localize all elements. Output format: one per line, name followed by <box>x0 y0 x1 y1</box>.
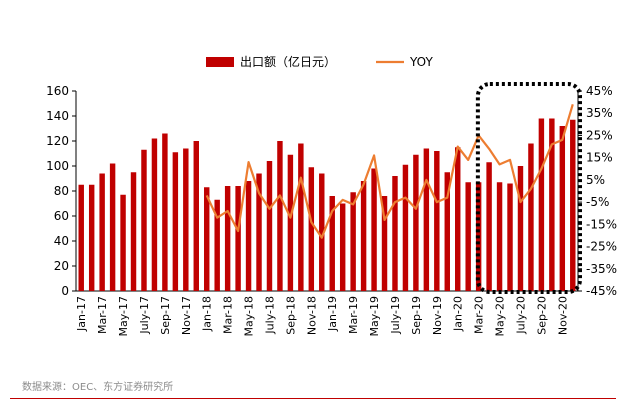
right-tick-label: -5% <box>586 195 609 209</box>
export-bar <box>224 186 231 291</box>
x-tick-label: Nov-19 <box>431 296 444 335</box>
export-bar <box>559 126 566 291</box>
export-bar <box>204 187 210 291</box>
export-bar <box>570 119 576 291</box>
export-bar <box>120 194 126 291</box>
right-tick-label: 25% <box>586 128 613 142</box>
left-tick-label: 160 <box>46 84 69 98</box>
left-tick-label: 120 <box>46 134 69 148</box>
export-bar <box>99 173 105 291</box>
right-tick-label: 15% <box>586 151 613 165</box>
export-bar <box>193 141 199 291</box>
export-bar <box>141 149 147 291</box>
x-tick-label: Mar-17 <box>96 296 109 334</box>
export-bar <box>287 154 294 291</box>
export-bar <box>162 133 168 291</box>
export-bar <box>423 148 430 291</box>
x-tick-label: July-20 <box>514 296 527 335</box>
export-bar <box>434 151 440 291</box>
yoy-line <box>205 104 574 239</box>
export-bar <box>381 196 388 291</box>
export-bar <box>183 148 189 291</box>
x-tick-label: Nov-17 <box>180 296 193 335</box>
left-tick-label: 20 <box>54 259 69 273</box>
export-bar <box>245 181 252 291</box>
export-bar <box>496 182 503 291</box>
export-bar <box>528 143 534 291</box>
left-tick-label: 100 <box>46 159 69 173</box>
x-tick-label: Mar-19 <box>347 296 360 334</box>
export-bar <box>507 183 513 291</box>
export-bar <box>214 199 220 291</box>
export-bar <box>88 184 95 291</box>
left-tick-label: 80 <box>54 184 69 198</box>
export-bar <box>350 192 356 291</box>
left-tick-label: 0 <box>61 284 69 298</box>
x-tick-label: May-18 <box>243 296 256 337</box>
left-tick-label: 140 <box>46 109 69 123</box>
legend-label-yoy: YOY <box>409 55 433 69</box>
export-bar <box>402 164 409 291</box>
chart: 0 20 40 60 80 100 120 140 160 45% 35% 25% 15% 5% -5% -1… <box>46 54 617 337</box>
right-tick-label: 5% <box>586 173 605 187</box>
x-tick-label: Jan-18 <box>201 296 214 332</box>
export-bar <box>266 161 273 291</box>
x-tick-label: Jan-20 <box>452 296 465 332</box>
export-bar <box>538 118 545 291</box>
export-bar <box>339 203 346 291</box>
export-bar <box>549 118 555 291</box>
export-bar <box>455 147 461 291</box>
footer-divider <box>10 398 616 399</box>
export-bar <box>78 184 84 291</box>
export-bar <box>371 168 377 291</box>
export-bar <box>277 141 283 291</box>
x-tick-label: Sep-20 <box>535 296 548 335</box>
x-tick-label: July-19 <box>389 296 402 335</box>
x-tick-label: Sep-19 <box>410 296 423 335</box>
export-bar <box>109 163 116 291</box>
export-bar <box>444 172 450 291</box>
legend-swatch-bar <box>206 57 234 67</box>
x-tick-label: Nov-20 <box>556 296 569 335</box>
export-bar <box>319 173 325 291</box>
x-tick-label: May-17 <box>117 296 130 337</box>
x-tick-label: Jan-19 <box>326 296 339 332</box>
export-bar <box>413 154 419 291</box>
export-bar <box>172 152 179 291</box>
export-bar <box>392 176 398 291</box>
export-bar <box>486 162 492 291</box>
export-bar <box>517 166 524 291</box>
export-bar <box>465 182 471 291</box>
x-tick-label: Jan-17 <box>75 296 88 332</box>
highlight-box <box>475 82 582 294</box>
export-bar <box>298 143 304 291</box>
right-tick-label: -35% <box>586 262 617 276</box>
x-tick-label: May-20 <box>494 296 507 337</box>
export-bar <box>329 196 335 291</box>
export-bar <box>151 138 158 291</box>
export-bar <box>360 181 367 291</box>
export-bar <box>256 173 262 291</box>
export-bar <box>308 167 315 291</box>
x-tick-label: Nov-18 <box>305 296 318 335</box>
right-tick-label: -45% <box>586 284 617 298</box>
x-tick-label: Mar-20 <box>473 296 486 334</box>
x-tick-label: Mar-18 <box>222 296 235 334</box>
x-tick-label: July-18 <box>263 296 276 335</box>
x-tick-label: July-17 <box>138 296 151 335</box>
right-tick-label: -25% <box>586 240 617 254</box>
right-tick-label: 45% <box>586 84 613 98</box>
legend-label-export: 出口额（亿日元） <box>240 54 336 69</box>
left-tick-label: 60 <box>54 209 69 223</box>
right-tick-label: 35% <box>586 106 613 120</box>
left-tick-label: 40 <box>54 234 69 248</box>
right-tick-label: -15% <box>586 217 617 231</box>
x-tick-label: May-19 <box>368 296 381 337</box>
x-tick-label: Sep-17 <box>159 296 172 335</box>
x-tick-label: Sep-18 <box>284 296 297 335</box>
export-bar <box>130 172 137 291</box>
legend: 出口额（亿日元） YOY <box>206 54 433 69</box>
export-bar <box>235 186 241 291</box>
source-note: 数据来源：OEC、东方证券研究所 <box>22 382 174 393</box>
